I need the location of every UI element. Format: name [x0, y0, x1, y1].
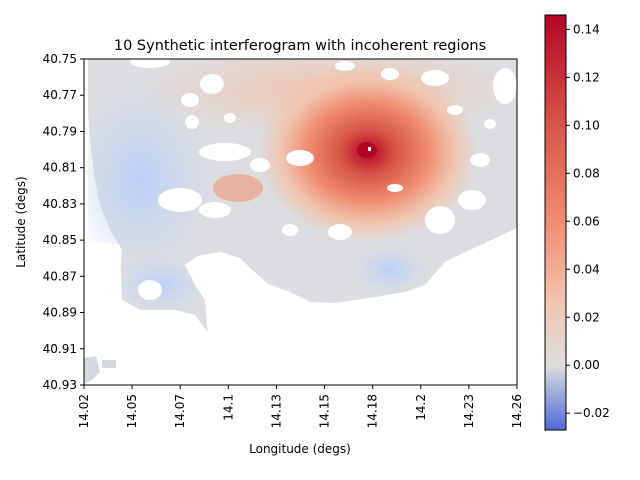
x-tick-label: 14.02 — [77, 394, 91, 428]
colorbar-tick-label: 0.14 — [573, 22, 600, 36]
y-tick-label: 40.85 — [43, 233, 77, 247]
peak-core — [357, 142, 377, 158]
y-axis-label: Latitude (degs) — [14, 176, 28, 267]
secondary-high — [213, 174, 263, 202]
chart-title: 10 Synthetic interferogram with incohere… — [114, 38, 486, 54]
colorbar — [544, 14, 567, 431]
cool-region-east — [350, 245, 430, 295]
y-tick-label: 40.75 — [43, 52, 77, 66]
heatmap-image — [84, 59, 517, 385]
y-tick-label: 40.77 — [43, 88, 77, 102]
colorbar-tick-label: 0.10 — [573, 118, 600, 132]
colorbar-ticks: 0.14 0.12 0.10 0.08 0.06 0.04 0.02 0.00 −0.02 — [566, 22, 610, 420]
y-tick-label: 40.83 — [43, 197, 77, 211]
x-axis-label: Longitude (degs) — [249, 442, 351, 456]
peak-hole — [368, 147, 371, 151]
y-axis-ticks: 40.75 40.77 40.79 40.81 40.83 40.85 40.87 40.89… — [43, 52, 84, 392]
x-tick-label: 14.15 — [318, 394, 332, 428]
incoherent-regions — [84, 59, 517, 385]
x-tick-label: 14.05 — [125, 394, 139, 428]
colorbar-tick-label: 0.00 — [573, 358, 600, 372]
colorbar-tick-label: 0.12 — [573, 70, 600, 84]
colorbar-tick-label: −0.02 — [573, 406, 610, 420]
x-tick-label: 14.07 — [173, 394, 187, 428]
y-tick-label: 40.91 — [43, 342, 77, 356]
y-tick-label: 40.93 — [43, 378, 77, 392]
x-tick-label: 14.18 — [366, 394, 380, 428]
x-tick-label: 14.23 — [462, 394, 476, 428]
colorbar-tick-label: 0.02 — [573, 310, 600, 324]
y-tick-label: 40.79 — [43, 124, 77, 138]
coherent-patch-southwest — [84, 356, 100, 384]
coherent-patch-southwest-small — [102, 360, 116, 368]
x-tick-label: 14.1 — [221, 394, 235, 421]
colorbar-tick-label: 0.06 — [573, 214, 600, 228]
x-tick-label: 14.26 — [510, 394, 524, 428]
x-tick-label: 14.13 — [269, 394, 283, 428]
cool-region-west — [84, 80, 215, 280]
y-tick-label: 40.87 — [43, 269, 77, 283]
x-axis-ticks: 14.02 14.05 14.07 14.1 14.13 14.15 14.18 14.2 14… — [77, 385, 524, 428]
y-tick-label: 40.81 — [43, 161, 77, 175]
y-tick-label: 40.89 — [43, 306, 77, 320]
x-tick-label: 14.2 — [414, 394, 428, 421]
plot-frame — [83, 58, 518, 386]
colorbar-tick-label: 0.08 — [573, 166, 600, 180]
colorbar-tick-label: 0.04 — [573, 262, 600, 276]
